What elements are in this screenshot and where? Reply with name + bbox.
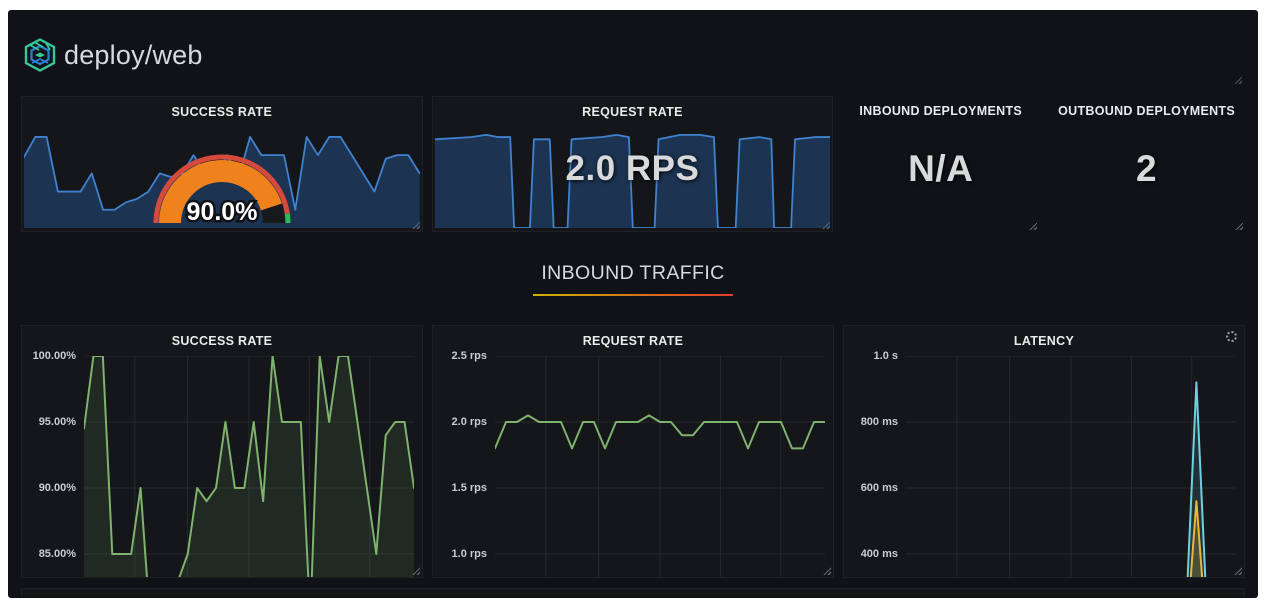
- panel-resize-handle[interactable]: [822, 221, 831, 229]
- y-axis-labels: 100.00%95.00%90.00%85.00%80.00%75.00%: [26, 350, 84, 577]
- panel-resize-handle[interactable]: [411, 221, 420, 229]
- panel-resize-handle[interactable]: [1234, 222, 1243, 230]
- next-row-panel-edge: [21, 588, 1245, 596]
- y-tick-label: 85.00%: [38, 548, 76, 560]
- header-resize-handle[interactable]: [1234, 76, 1242, 84]
- outbound-deployments-value: 2: [1136, 148, 1158, 190]
- plot-svg: [84, 356, 414, 577]
- request-rate-sparkline[interactable]: [434, 126, 831, 228]
- panel-title[interactable]: OUTBOUND DEPLOYMENTS: [1058, 104, 1235, 118]
- y-tick-label: 2.0 rps: [451, 416, 487, 428]
- loading-spinner-icon: [1226, 331, 1237, 342]
- y-tick-label: 600 ms: [860, 482, 898, 494]
- plot-area[interactable]: [495, 356, 825, 578]
- request-rate-value: 2.0 RPS: [565, 148, 700, 188]
- plot-svg: [495, 356, 825, 578]
- panel-inbound-deployments: INBOUND DEPLOYMENTS N/A: [842, 96, 1039, 232]
- panel-resize-handle[interactable]: [823, 567, 831, 575]
- stats-row: SUCCESS RATE 90.0% REQUEST RATE 2.0 RPS …: [21, 96, 1245, 232]
- sparkline-svg: [434, 126, 831, 228]
- dashboard-title: deploy/web: [64, 39, 203, 70]
- panel-title[interactable]: INBOUND DEPLOYMENTS: [859, 104, 1023, 118]
- y-tick-label: 1.0 s: [873, 350, 898, 362]
- y-tick-label: 1.5 rps: [451, 482, 487, 494]
- dashboard-header: deploy/web: [8, 10, 1258, 96]
- y-tick-label: 1.0 rps: [451, 548, 487, 560]
- success-rate-chart: 100.00%95.00%90.00%85.00%80.00%75.00%12:…: [26, 350, 414, 577]
- plot-svg: [906, 356, 1236, 577]
- y-tick-label: 800 ms: [860, 416, 898, 428]
- plot-area[interactable]: [906, 356, 1236, 577]
- gauge-value-label: 90.0%: [186, 198, 257, 226]
- gauge-svg: 90.0%: [153, 154, 291, 229]
- grafana-dashboard: deploy/web SUCCESS RATE 90.0% REQUEST RA…: [8, 10, 1258, 598]
- deploy-logo-icon: [24, 38, 56, 72]
- panel-resize-handle[interactable]: [1234, 567, 1242, 575]
- y-tick-label: 400 ms: [860, 548, 898, 560]
- panel-resize-handle[interactable]: [1029, 222, 1038, 230]
- brand: deploy/web: [22, 37, 203, 73]
- y-tick-label: 90.00%: [38, 482, 76, 494]
- panel-title[interactable]: SUCCESS RATE: [171, 334, 273, 348]
- inbound-deployments-value: N/A: [908, 148, 974, 190]
- panel-title[interactable]: REQUEST RATE: [582, 105, 683, 119]
- charts-row: SUCCESS RATE 100.00% 95.00% 90.00% 85.00% 80…: [21, 325, 1245, 578]
- row-header: INBOUND TRAFFIC: [8, 232, 1258, 325]
- panel-outbound-deployments: OUTBOUND DEPLOYMENTS 2: [1048, 96, 1245, 232]
- panel-success-rate-chart: SUCCESS RATE 100.00%95.00%90.00%85.00%80…: [21, 325, 423, 578]
- plot-area[interactable]: [84, 356, 414, 577]
- panel-request-rate-stat: REQUEST RATE 2.0 RPS: [431, 96, 834, 232]
- panel-title[interactable]: LATENCY: [1013, 334, 1075, 348]
- panel-title[interactable]: SUCCESS RATE: [171, 105, 273, 119]
- y-tick-label: 100.00%: [32, 350, 76, 362]
- y-tick-label: 2.5 rps: [451, 350, 487, 362]
- row-title-inbound-traffic[interactable]: INBOUND TRAFFIC: [533, 261, 733, 296]
- y-tick-label: 95.00%: [38, 416, 76, 428]
- panel-title[interactable]: REQUEST RATE: [582, 334, 684, 348]
- panel-success-rate-stat: SUCCESS RATE 90.0%: [21, 96, 423, 232]
- panel-request-rate-chart: REQUEST RATE 2.5 rps 2.0 rps 1.5 rps 1.0 rp…: [432, 325, 834, 578]
- success-rate-gauge: 90.0%: [147, 143, 297, 229]
- panel-resize-handle[interactable]: [412, 567, 420, 575]
